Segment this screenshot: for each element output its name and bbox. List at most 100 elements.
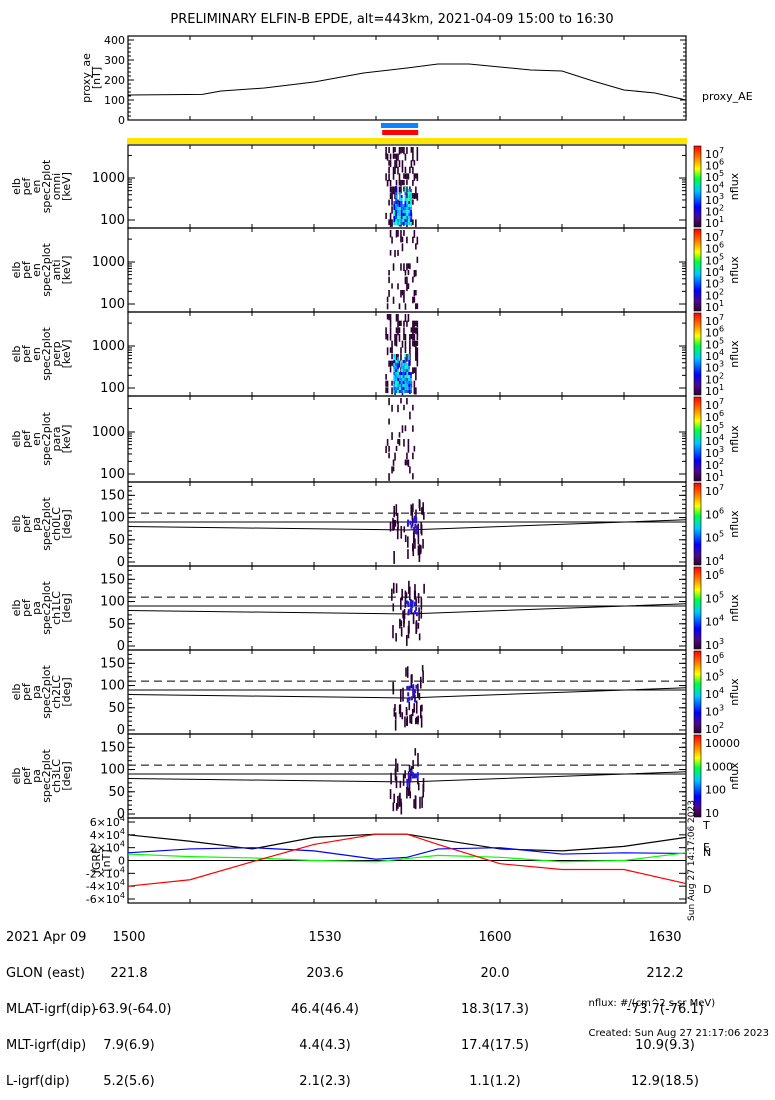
pitch-angle-pixel: [414, 530, 417, 535]
spectrogram-pixel: [400, 222, 403, 225]
footer-l: 5.2(5.6): [103, 1074, 155, 1089]
spectrogram-pixel: [413, 296, 416, 303]
spectrogram-pixel: [388, 445, 390, 452]
spectrogram-pixel: [391, 283, 393, 289]
spectrogram-pixel: [401, 166, 404, 173]
axis-label-line: en: [30, 263, 43, 277]
pitch-angle-pixel: [408, 580, 410, 594]
spectrogram-pixel: [416, 303, 419, 309]
spectrogram-pixel: [412, 452, 414, 460]
spectrogram-pixel: [404, 381, 407, 384]
spectrogram-pixel: [410, 327, 413, 333]
axis-label-line: spec2plot: [40, 497, 53, 551]
pitch-angle-pixel: [417, 753, 419, 767]
spectrogram-pixel: [395, 354, 398, 361]
spectrogram-pixel: [398, 320, 401, 327]
spectrogram-pixel: [389, 219, 392, 228]
spectrogram-pixel: [408, 390, 411, 393]
science-zone-bar-yellow: [127, 138, 687, 144]
spectrogram-pixel: [391, 404, 393, 412]
pitch-angle-pixel: [411, 600, 414, 605]
spectrogram-pixel: [410, 378, 412, 381]
pitch-angle-pixel: [415, 620, 418, 633]
spectrogram-pixel: [407, 439, 410, 447]
pitch-angle-pa-ch1LC-colorbar: [693, 566, 702, 650]
pitch-angle-pixel: [421, 507, 423, 515]
spectrogram-pixel: [400, 207, 403, 210]
spectrogram-pixel: [412, 425, 414, 432]
spectrogram-pixel: [397, 366, 399, 369]
pitch-angle-pixel: [412, 760, 414, 769]
spectrogram-pixel: [404, 357, 407, 360]
pitch-angle-pixel: [423, 511, 425, 520]
spectrogram-pixel: [388, 173, 390, 182]
spectrogram-pixel: [406, 207, 409, 210]
spectrogram-pixel: [400, 372, 403, 375]
pitch-angle-pixel: [414, 523, 417, 528]
spectrogram-pixel: [408, 378, 411, 381]
spectrogram-spec-anti-colorbar: [693, 228, 702, 312]
pitch-angle-pixel: [408, 701, 411, 711]
spectrogram-pixel: [410, 147, 413, 153]
footer-mlt: 7.9(6.9): [103, 1038, 155, 1053]
spectrogram-pixel: [400, 213, 403, 216]
colorbar-tick-label: 104: [705, 614, 724, 629]
spectrogram-pixel: [395, 189, 398, 192]
y-tick-label: 100: [100, 381, 125, 396]
pitch-angle-pa-ch2LC-colorbar: [693, 650, 702, 734]
colorbar-tick-label: 101: [705, 383, 724, 398]
pitch-angle-pixel: [407, 625, 410, 639]
y-tick-label: 4×104: [90, 827, 125, 842]
spectrogram-pixel: [412, 236, 414, 244]
footer-mlat: 18.3(17.3): [460, 1002, 530, 1017]
spectrogram-pixel: [403, 290, 405, 298]
spectrogram-pixel: [406, 216, 409, 219]
spectrogram-pixel: [389, 334, 392, 341]
spectrogram-pixel: [394, 334, 396, 342]
spectrogram-pixel: [415, 193, 417, 199]
pitch-angle-pixel: [417, 683, 419, 698]
y-tick-label: 150: [100, 488, 125, 503]
y-tick-label: -4×104: [86, 878, 125, 893]
pitch-angle-pixel: [392, 603, 395, 612]
spectrogram-pixel: [408, 387, 411, 390]
spectrogram-pixel: [395, 445, 398, 452]
pitch-angle-pixel: [395, 583, 398, 593]
pitch-angle-pixel: [389, 521, 392, 532]
spectrogram-pixel: [388, 199, 390, 206]
spectrogram-pixel: [391, 236, 393, 244]
spectrogram-pixel: [395, 160, 398, 169]
igrf-line-N: [127, 847, 687, 860]
pitch-angle-pixel: [419, 796, 421, 809]
spectrogram-pixel: [400, 320, 402, 327]
spectrogram-pixel: [413, 327, 416, 334]
spectrogram-pixel: [401, 160, 404, 168]
pitch-angle-pixel: [400, 626, 403, 637]
spectrogram-pixel: [413, 230, 416, 238]
spectrogram-pixel: [398, 207, 401, 210]
spectrogram-pixel: [410, 375, 412, 378]
spectrogram-pixel: [400, 290, 402, 298]
spectrogram-pixel: [416, 327, 419, 336]
spectrogram-pixel: [406, 387, 409, 390]
spectrogram-pixel: [397, 381, 399, 384]
axis-label-line: proxy_ae: [80, 53, 93, 103]
spectrogram-pixel: [406, 452, 408, 460]
pitch-angle-pixel: [409, 714, 411, 724]
colorbar-tick-label: 107: [705, 229, 724, 244]
loss-cone-line: [127, 603, 687, 615]
pitch-angle-pixel: [417, 545, 420, 556]
colorbar-label: nflux: [728, 425, 741, 453]
spectrogram-pixel: [398, 327, 401, 334]
spectrogram-pixel: [400, 378, 403, 381]
spectrogram-pixel: [393, 216, 396, 219]
pitch-angle-pixel: [403, 608, 406, 619]
spectrogram-pixel: [398, 303, 401, 310]
spectrogram-pixel: [389, 230, 392, 238]
pitch-angle-pixel: [413, 601, 416, 606]
pitch-angle-pixel: [402, 687, 404, 702]
spectrogram-pixel: [412, 147, 414, 154]
axis-label-line: en: [30, 180, 43, 194]
colorbar-tick-label: 106: [705, 325, 724, 340]
